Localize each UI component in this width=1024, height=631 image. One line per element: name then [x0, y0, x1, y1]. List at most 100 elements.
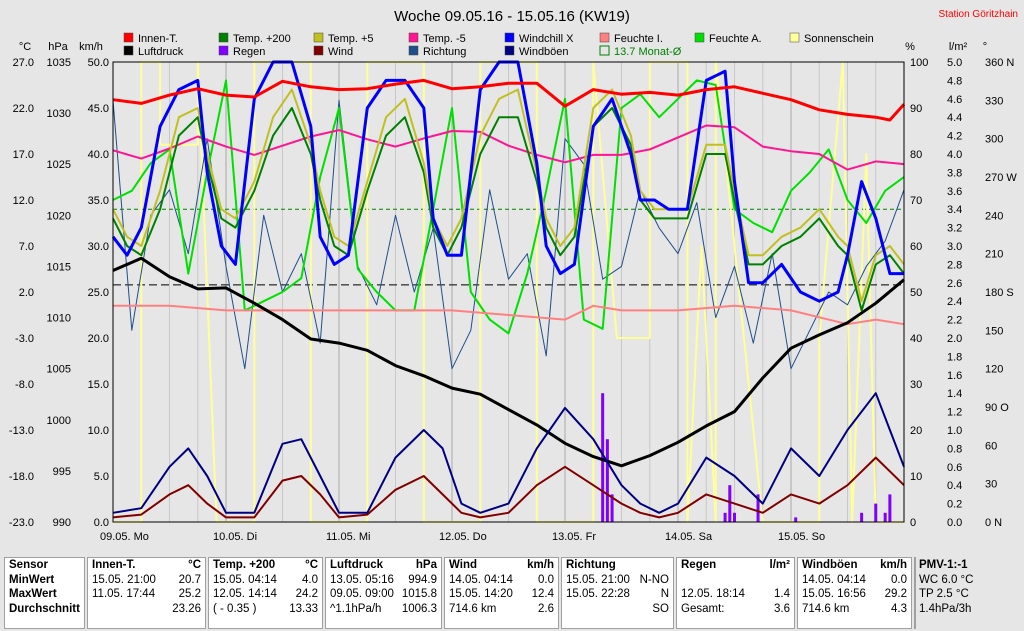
rain-tick-label: 4.2: [947, 131, 962, 143]
rain-tick-label: 0.8: [947, 443, 962, 455]
stats-cell-temp200: Temp. +200 °C 15.05. 04:14 4.0 12.05. 14:14 2…: [208, 557, 323, 629]
rain-bar: [883, 512, 887, 522]
stats-label: 15.05. 14:20: [449, 588, 513, 600]
legend-swatch: [504, 32, 515, 43]
temp-tick-label: 17.0: [13, 149, 34, 161]
legend-item: Wind: [313, 45, 353, 58]
pct-tick-label: 70: [910, 195, 922, 207]
day-label: 12.05. Do: [439, 531, 487, 543]
rain-tick-label: 3.4: [947, 204, 962, 216]
stats-value: 23.26: [172, 602, 201, 615]
temp-tick-label: -23.0: [9, 517, 34, 529]
dir-tick-label: 240: [985, 210, 1003, 222]
pct-tick-label: 80: [910, 149, 922, 161]
hpa-tick-label: 1035: [47, 57, 71, 69]
legend-label: Sonnenschein: [804, 33, 874, 45]
left-unit-label: km/h: [79, 41, 103, 53]
stats-row: 14.05. 04:14 0.0: [445, 573, 558, 588]
stats-row: 12.05. 14:14 24.2: [209, 587, 322, 602]
right-unit-label: %: [905, 41, 915, 53]
rain-tick-label: 4.4: [947, 112, 962, 124]
rain-tick-label: 3.6: [947, 186, 962, 198]
stats-value: 1.4: [774, 588, 790, 600]
day-label: 13.05. Fr: [552, 531, 596, 543]
legend-swatch: [408, 32, 419, 43]
stats-cell-windboeen: Windböen km/h 14.05. 04:14 0.0 15.05. 16:56 2…: [797, 557, 912, 629]
stats-value: 994.9: [408, 573, 437, 586]
temp-tick-label: 2.0: [19, 287, 34, 299]
rain-tick-label: 4.0: [947, 149, 962, 161]
temp-tick-label: -8.0: [15, 379, 34, 391]
kmh-tick-label: 30.0: [88, 241, 109, 253]
stats-label: 15.05. 16:56: [802, 588, 866, 600]
legend-item: Regen: [218, 45, 265, 58]
stats-label: 14.05. 04:14: [449, 573, 513, 586]
stats-row: 13.05. 05:16 994.9: [326, 573, 441, 588]
kmh-tick-label: 10.0: [88, 425, 109, 437]
stats-row: Windböen km/h: [798, 558, 911, 573]
temp-tick-label: 27.0: [13, 57, 34, 69]
legend-swatch: [408, 45, 419, 56]
station-name: Station Göritzhain: [939, 9, 1019, 20]
stats-row: 714.6 km 2.6: [445, 602, 558, 617]
rain-tick-label: 3.0: [947, 241, 962, 253]
rain-bar: [723, 512, 727, 522]
day-label: 15.05. So: [778, 531, 825, 543]
pct-tick-label: 30: [910, 379, 922, 391]
rain-tick-label: 2.2: [947, 315, 962, 327]
pct-tick-label: 0: [910, 517, 916, 529]
stats-value: 25.2: [178, 588, 201, 600]
stats-label: 714.6 km: [449, 602, 497, 615]
pct-tick-label: 60: [910, 241, 922, 253]
stats-row: ( - 0.35 ) 13.33: [209, 602, 322, 617]
series-line-richtung: [112, 99, 905, 370]
rain-bar: [794, 517, 798, 522]
stats-row: Gesamt: 3.6: [677, 602, 794, 617]
rain-tick-label: 3.8: [947, 167, 962, 179]
rain-tick-label: 2.0: [947, 333, 962, 345]
legend-item: Innen-T.: [123, 32, 178, 45]
legend-swatch: [599, 45, 610, 56]
stats-row: 23.26: [88, 602, 205, 617]
stats-row: 11.05. 17:44 25.2: [88, 587, 205, 602]
legend-swatch: [313, 32, 324, 43]
temp-tick-label: -18.0: [9, 471, 34, 483]
stats-label: ^1.1hPa/h: [330, 602, 382, 615]
legend-item: Feuchte I.: [599, 32, 663, 45]
dir-tick-label: 300: [985, 134, 1003, 146]
stats-value: 20.7: [178, 573, 201, 586]
statistics-panel: Sensor MinWert MaxWert Durchschnitt Innen-T.…: [0, 557, 1024, 631]
left-unit-label: hPa: [48, 41, 68, 53]
pct-tick-label: 10: [910, 471, 922, 483]
stats-cell-richtung: Richtung 15.05. 21:00 N-NO 15.05. 22:28 N SO: [561, 557, 674, 629]
chart-title: Woche 09.05.16 - 15.05.16 (KW19): [394, 8, 630, 25]
stats-label: 12.05. 18:14: [681, 588, 745, 600]
stats-row: 15.05. 21:00 N-NO: [562, 573, 673, 588]
legend-item: Windböen: [504, 45, 569, 58]
stats-label: 14.05. 04:14: [802, 573, 866, 586]
rain-bar: [605, 439, 609, 522]
rain-bar: [601, 393, 605, 522]
stats-value: N-NO: [639, 573, 669, 586]
stats-row: 14.05. 04:14 0.0: [798, 573, 911, 588]
dir-tick-label: 180 S: [985, 287, 1014, 299]
stats-row: 15.05. 21:00 20.7: [88, 573, 205, 588]
stats-row: MinWert: [5, 573, 84, 588]
weather-chart: Woche 09.05.16 - 15.05.16 (KW19) Station…: [8, 8, 1019, 543]
legend-label: Innen-T.: [138, 33, 178, 45]
legend-swatch: [123, 45, 134, 56]
stats-value: 1006.3: [401, 602, 437, 615]
day-label: 10.05. Di: [213, 531, 257, 543]
stats-row: 15.05. 04:14 4.0: [209, 573, 322, 588]
stats-row: MaxWert: [5, 587, 84, 602]
legend-label: Windböen: [519, 46, 569, 58]
stats-value: 13.33: [289, 602, 318, 615]
rain-tick-label: 4.6: [947, 94, 962, 106]
hpa-tick-label: 1025: [47, 159, 71, 171]
stats-label: Durchschnitt: [9, 602, 80, 615]
stats-title: Temp. +200: [213, 559, 276, 571]
stats-unit: °C: [305, 559, 318, 571]
hpa-tick-label: 990: [53, 517, 71, 529]
dir-tick-label: 120: [985, 364, 1003, 376]
stats-label: Gesamt:: [681, 602, 725, 615]
